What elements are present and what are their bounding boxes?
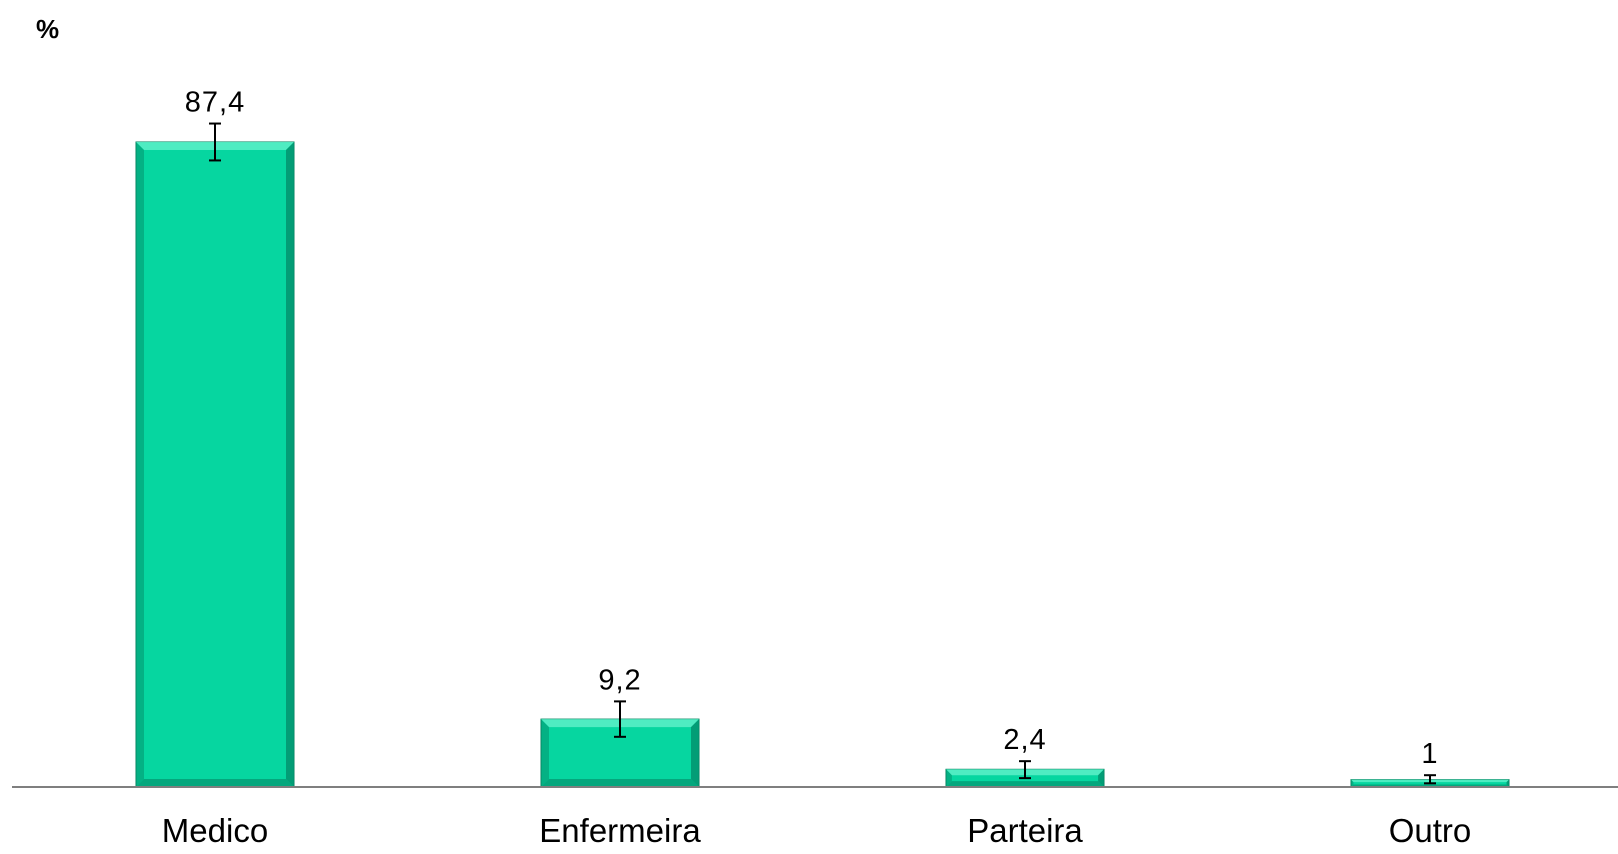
data-label-outro: 1 <box>1421 738 1438 770</box>
bar-bevel-right <box>691 719 699 787</box>
bar-bevel-left <box>1351 779 1354 787</box>
x-tick-label-outro: Outro <box>1389 812 1472 849</box>
bar-bevel-bottom <box>136 779 294 787</box>
x-tick-label-medico: Medico <box>162 812 268 849</box>
data-labels-layer: 87,4 9,2 2,4 1 <box>185 87 1438 771</box>
data-label-parteira: 2,4 <box>1003 724 1046 756</box>
bar-bevel-left <box>136 141 144 787</box>
bars-layer <box>135 141 1510 788</box>
error-bar-parteira <box>1019 760 1031 780</box>
bar-bevel-right <box>1506 779 1509 787</box>
error-bar-medico <box>209 122 221 162</box>
error-bar-enfermeira <box>614 700 626 738</box>
bar-bevel-left <box>541 719 549 787</box>
bar-medico <box>135 141 295 788</box>
bar-body <box>135 141 295 788</box>
y-axis-unit-label: % <box>36 14 59 44</box>
bar-bevel-right <box>286 141 294 787</box>
bar-bevel-bottom <box>541 779 699 787</box>
x-tick-label-enfermeira: Enfermeira <box>539 812 701 849</box>
bar-bevel-right <box>1098 769 1104 787</box>
error-bar-outro <box>1424 774 1436 785</box>
data-label-medico: 87,4 <box>185 87 245 119</box>
x-tick-label-parteira: Parteira <box>967 812 1083 849</box>
x-tick-labels-layer: Medico Enfermeira Parteira Outro <box>162 812 1471 849</box>
bar-bevel-bottom <box>946 781 1104 787</box>
error-bars-layer <box>209 122 1436 785</box>
bar-enfermeira <box>540 718 700 788</box>
data-label-enfermeira: 9,2 <box>598 664 641 696</box>
